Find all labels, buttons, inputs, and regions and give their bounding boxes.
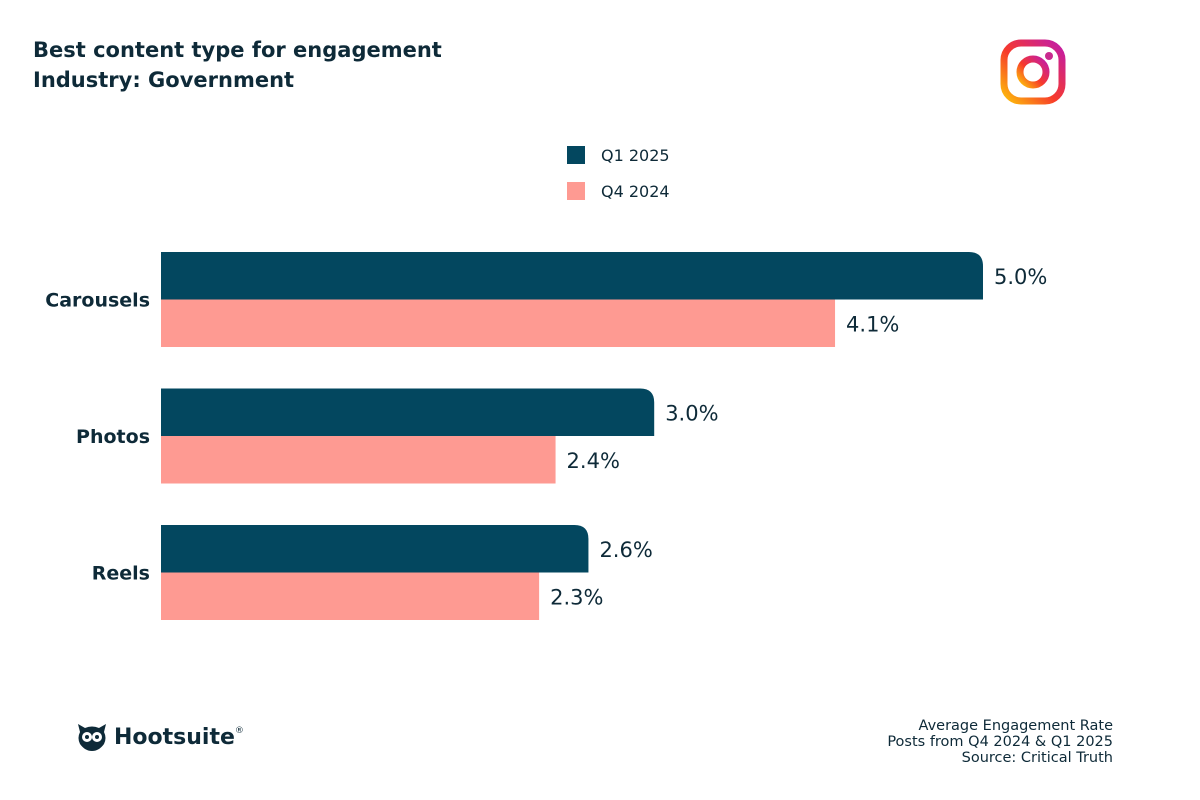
instagram-logo-icon — [1000, 39, 1066, 105]
footer-line: Source: Critical Truth — [961, 750, 1113, 766]
brand-name: Hootsuite — [114, 724, 235, 750]
category-label: Photos — [76, 426, 150, 448]
legend-item: Q1 2025 — [567, 137, 670, 173]
title: Best content type for engagement — [33, 38, 442, 62]
owl-logo-icon — [78, 724, 106, 751]
legend-swatch — [567, 182, 585, 200]
bar-q4-2024 — [161, 299, 836, 347]
legend-swatch — [567, 146, 585, 164]
footer-line: Average Engagement Rate — [918, 718, 1114, 734]
data-label: 3.0% — [665, 401, 718, 425]
legend-item: Q4 2024 — [567, 173, 670, 209]
legend-label: Q1 2025 — [601, 145, 670, 165]
data-label: 2.4% — [567, 449, 620, 473]
registered-mark: ® — [234, 726, 244, 736]
bar-q1-2025 — [161, 525, 589, 573]
bar-q1-2025 — [161, 388, 655, 436]
data-label: 4.1% — [846, 312, 899, 336]
bar-q1-2025 — [161, 252, 983, 300]
bar-q4-2024 — [161, 436, 556, 484]
data-label: 2.6% — [599, 538, 652, 562]
legend: Q1 2025 Q4 2024 — [567, 137, 670, 209]
data-label: 5.0% — [994, 265, 1047, 289]
hootsuite-logo: Hootsuite ® — [76, 722, 244, 752]
footer-line: Posts from Q4 2024 & Q1 2025 — [887, 734, 1113, 750]
footer-notes: Average Engagement Rate Posts from Q4 20… — [887, 718, 1113, 766]
legend-label: Q4 2024 — [601, 181, 670, 201]
subtitle: Industry: Government — [33, 68, 295, 92]
category-label: Reels — [92, 563, 150, 585]
category-label: Carousels — [45, 290, 150, 312]
bar-q4-2024 — [161, 572, 540, 620]
data-label: 2.3% — [550, 585, 603, 609]
bar-chart: Carousels 5.0% 4.1% Photos 3.0% 2.4% Reels 2.6%… — [45, 252, 1047, 620]
chart-title: Best content type for engagement Industr… — [33, 35, 442, 95]
